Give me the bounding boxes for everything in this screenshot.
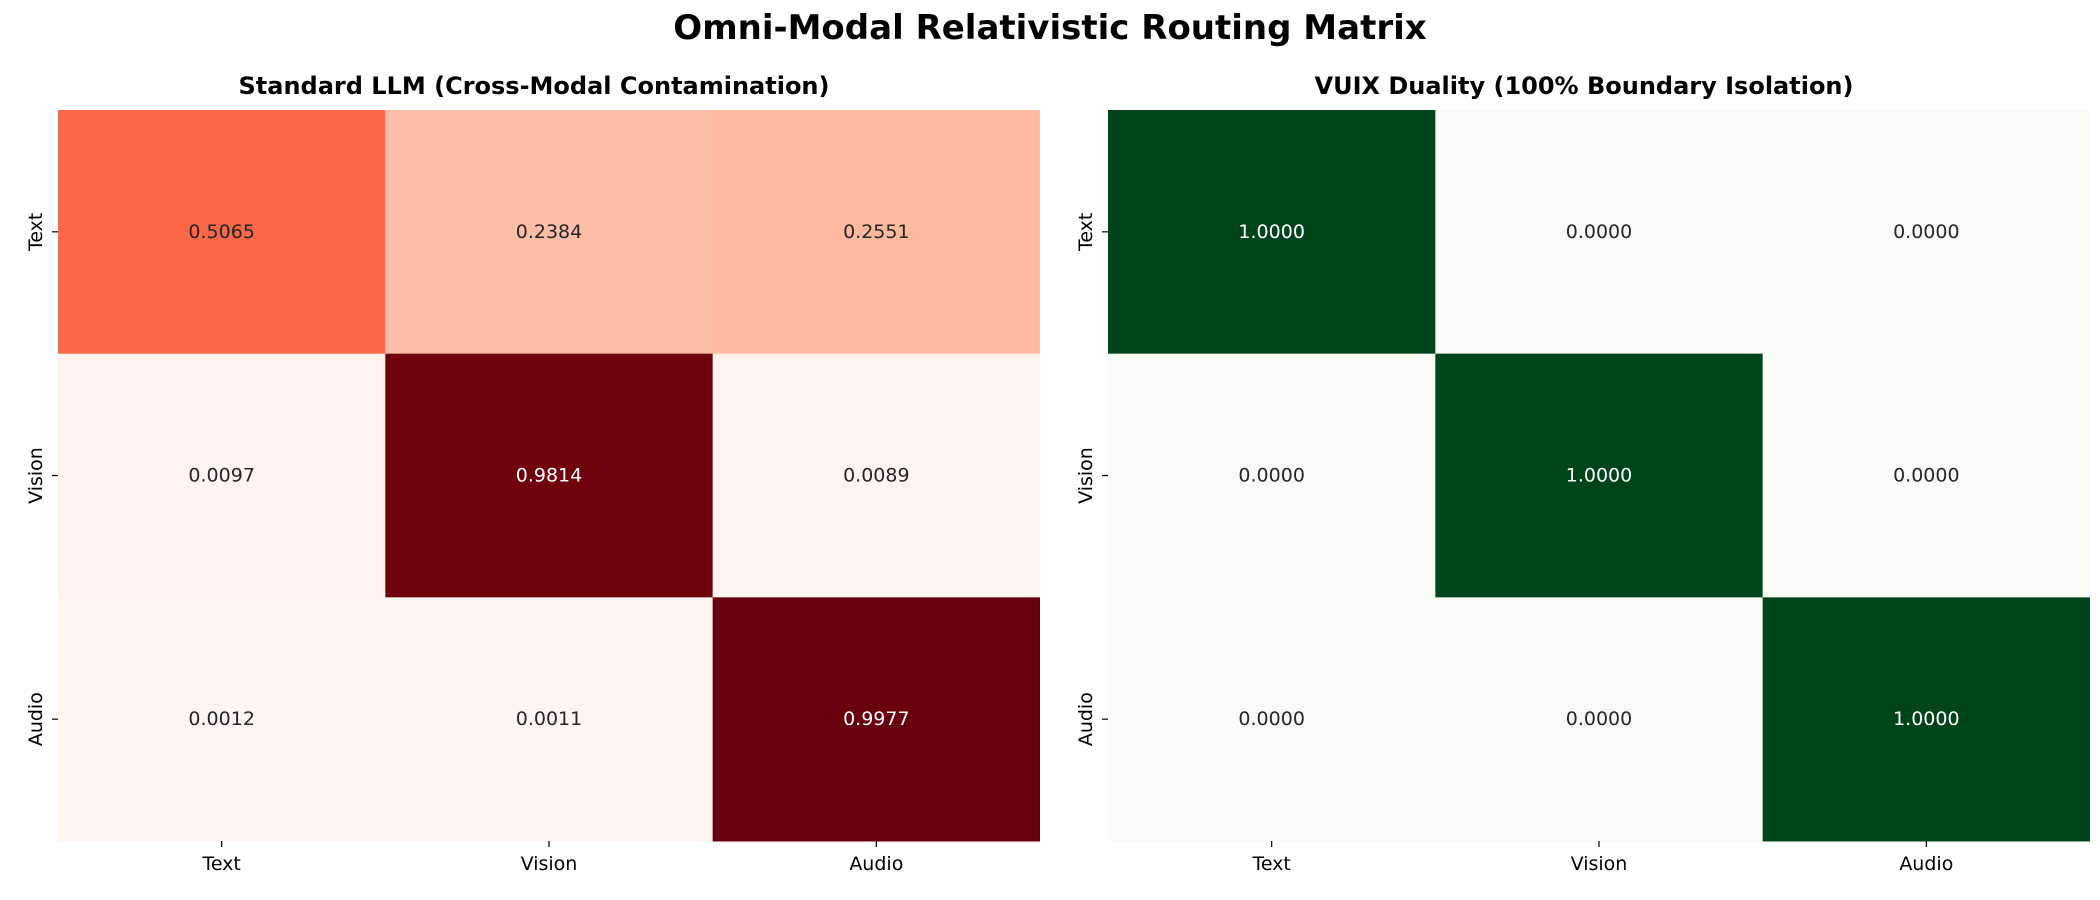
- heatmap-value-label: 1.0000: [1566, 465, 1632, 487]
- heatmap-value-label: 0.0089: [843, 465, 909, 487]
- heatmap-cell-text-audio: [1762, 110, 2090, 355]
- heatmap-value-label: 0.0000: [1238, 708, 1304, 730]
- y-tick-label: Audio: [25, 692, 47, 746]
- heatmap-cell-vision-vision: [385, 353, 714, 598]
- heatmap-cell-text-vision: [385, 110, 714, 355]
- x-tick-label: Vision: [521, 853, 578, 875]
- heatmap-cells: 1.0000 0.0000 0.0000 0.0000 1.0000 0.0000 0.00…: [1108, 110, 2090, 842]
- panel-title-vuix-duality: VUIX Duality (100% Boundary Isolation): [1314, 72, 1854, 100]
- heatmap-value-label: 0.5065: [188, 221, 254, 243]
- heatmap-cell-vision-audio: [1762, 353, 2090, 598]
- heatmap-value-label: 0.2551: [843, 221, 909, 243]
- heatmap-cell-audio-audio: [712, 597, 1040, 842]
- x-tick-label: Audio: [1899, 853, 1953, 875]
- heatmap-panel-vuix-duality: VUIX Duality (100% Boundary Isolation) 1…: [1050, 70, 2090, 900]
- heatmap-cell-vision-audio: [712, 353, 1040, 598]
- heatmap-cells: 0.5065 0.2384 0.2551 0.0097 0.9814 0.0089 0.00…: [58, 110, 1040, 842]
- heatmap-cell-audio-audio: [1762, 597, 2090, 842]
- heatmap-value-label: 0.0000: [1893, 465, 1959, 487]
- y-axis-ticks: Text Vision Audio: [1075, 213, 1108, 746]
- heatmap-value-label: 0.9814: [516, 465, 582, 487]
- x-tick-label: Vision: [1571, 853, 1628, 875]
- heatmap-cell-text-text: [1108, 110, 1436, 355]
- y-tick-label: Text: [25, 213, 47, 252]
- x-tick-label: Audio: [849, 853, 903, 875]
- heatmap-value-label: 1.0000: [1893, 708, 1959, 730]
- heatmap-cell-audio-vision: [385, 597, 714, 842]
- heatmap-value-label: 0.9977: [843, 708, 909, 730]
- heatmap-vuix-duality: 1.0000 0.0000 0.0000 0.0000 1.0000 0.0000 0.00…: [1075, 110, 2090, 875]
- y-axis-ticks: Text Vision Audio: [25, 213, 58, 746]
- heatmap-cell-text-text: [58, 110, 386, 355]
- figure-title: Omni-Modal Relativistic Routing Matrix: [673, 8, 1427, 48]
- heatmap-cell-audio-text: [58, 597, 386, 842]
- heatmap-cell-audio-vision: [1435, 597, 1764, 842]
- heatmap-panel-standard-llm: Standard LLM (Cross-Modal Contamination)…: [0, 70, 1040, 900]
- y-tick-label: Text: [1075, 213, 1097, 252]
- x-axis-ticks: Text Vision Audio: [201, 841, 903, 875]
- y-tick-label: Vision: [1075, 447, 1097, 504]
- heatmap-cell-vision-text: [58, 353, 386, 598]
- panel-title-standard-llm: Standard LLM (Cross-Modal Contamination): [238, 72, 830, 100]
- heatmap-value-label: 0.0097: [188, 465, 254, 487]
- heatmap-value-label: 0.0000: [1566, 221, 1632, 243]
- y-tick-label: Vision: [25, 447, 47, 504]
- heatmap-value-label: 1.0000: [1238, 221, 1304, 243]
- x-tick-label: Text: [201, 853, 240, 875]
- heatmap-standard-llm: 0.5065 0.2384 0.2551 0.0097 0.9814 0.0089 0.00…: [25, 110, 1040, 875]
- x-axis-ticks: Text Vision Audio: [1251, 841, 1953, 875]
- heatmap-value-label: 0.0012: [188, 708, 254, 730]
- heatmap-cell-text-audio: [712, 110, 1040, 355]
- heatmap-cell-text-vision: [1435, 110, 1764, 355]
- heatmap-value-label: 0.2384: [516, 221, 582, 243]
- heatmap-value-label: 0.0000: [1893, 221, 1959, 243]
- x-tick-label: Text: [1251, 853, 1290, 875]
- heatmap-cell-vision-vision: [1435, 353, 1764, 598]
- heatmap-cell-vision-text: [1108, 353, 1436, 598]
- y-tick-label: Audio: [1075, 692, 1097, 746]
- heatmap-value-label: 0.0011: [516, 708, 582, 730]
- heatmap-value-label: 0.0000: [1238, 465, 1304, 487]
- heatmap-cell-audio-text: [1108, 597, 1436, 842]
- heatmap-value-label: 0.0000: [1566, 708, 1632, 730]
